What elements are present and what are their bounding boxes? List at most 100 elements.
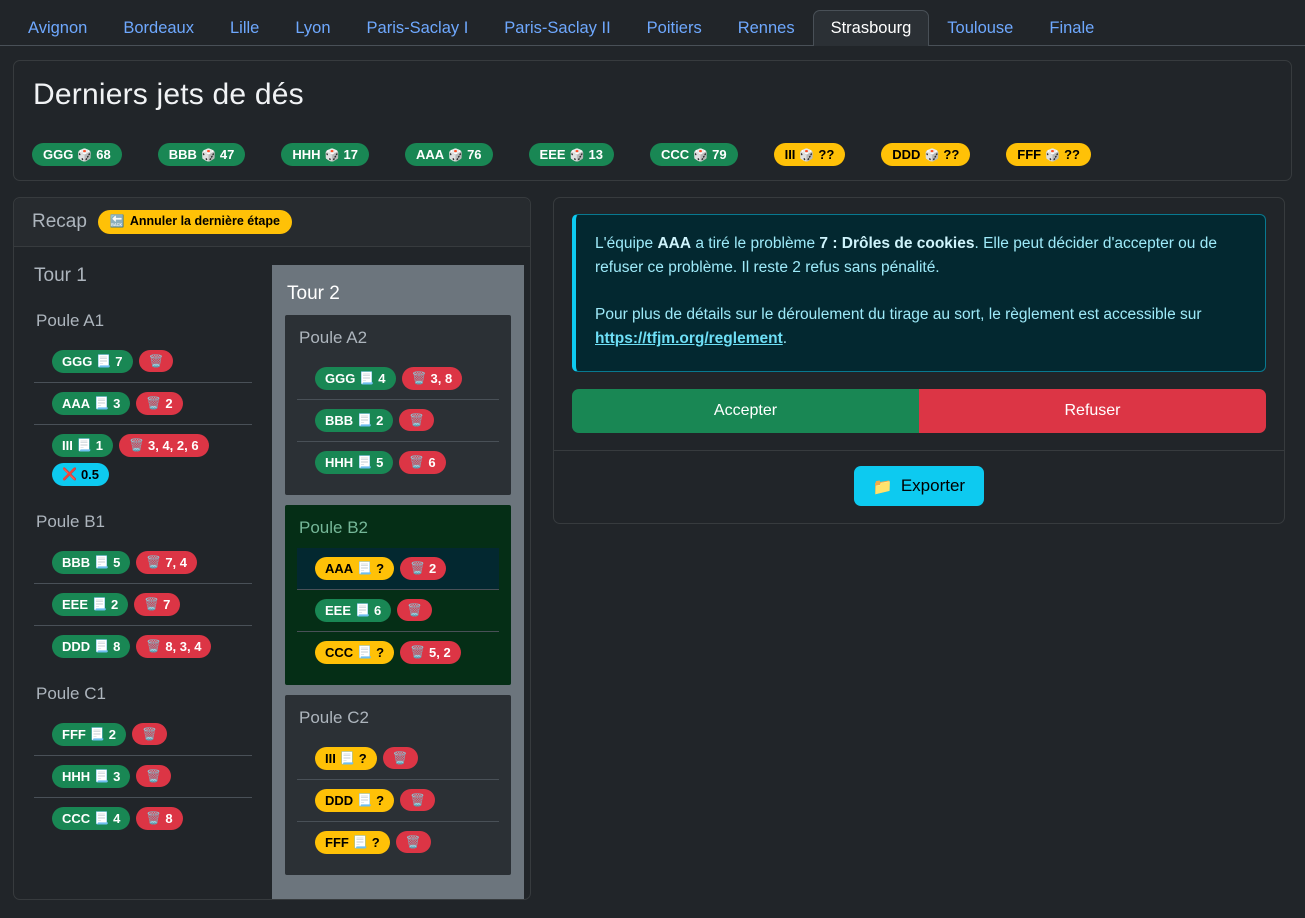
page-icon: 📃 xyxy=(339,751,355,766)
trash-icon: 🗑️ xyxy=(142,727,157,742)
trash-icon: 🗑️ xyxy=(146,811,162,826)
badge-value: 3 xyxy=(113,768,121,784)
team-row: GGG 📃 4 🗑️ 3, 8 xyxy=(297,358,499,399)
alert-paragraph-2: Pour plus de détails sur le déroulement … xyxy=(595,303,1246,351)
tab-paris-saclay-ii[interactable]: Paris-Saclay II xyxy=(504,18,611,37)
badge-value: 7, 4 xyxy=(165,554,187,570)
rejected-problems-badge: 🗑️ xyxy=(400,789,436,812)
page-icon: 📃 xyxy=(357,455,373,470)
badge-value: ? xyxy=(376,644,385,660)
tab-lille[interactable]: Lille xyxy=(229,18,260,37)
team-row: FFF 📃? 🗑️ xyxy=(297,822,499,863)
dice-roll-team: III xyxy=(784,147,796,162)
poule-title: Poule B1 xyxy=(36,511,105,531)
dice-roll-value: ?? xyxy=(943,147,960,162)
badge-value: 3, 4, 2, 6 xyxy=(147,437,199,453)
dice-roll-value: 13 xyxy=(588,147,603,162)
page-icon: 📃 xyxy=(89,727,105,742)
tab-paris-saclay-i[interactable]: Paris-Saclay I xyxy=(366,18,469,37)
dice-roll-badge: GGG 🎲 68 xyxy=(32,143,122,166)
badge-value: ? xyxy=(358,750,367,766)
dice-roll-value: 76 xyxy=(467,147,482,162)
die-icon: 🎲 xyxy=(200,147,216,162)
dice-rolls-list: GGG 🎲 68 BBB 🎲 47 HHH 🎲 17 AAA 🎲 76 EEE 🎲 13 CCC 🎲 79 III 🎲… xyxy=(14,130,1291,180)
team-name: III xyxy=(62,437,73,453)
page-icon: 📃 xyxy=(357,413,373,428)
poule-group: Poule B2 AAA 📃? 🗑️ 2 EEE 📃 6 🗑️ CCC 📃? 🗑️ 5, 2 xyxy=(285,504,511,685)
team-problem-badge: FFF 📃 2 xyxy=(52,722,127,746)
decision-column: L'équipe AAA a tiré le problème 7 : Drôl… xyxy=(553,197,1285,900)
rejected-problems-badge: 🗑️ xyxy=(136,765,172,788)
dice-roll-badge: AAA 🎲 76 xyxy=(404,143,493,166)
tab-rennes[interactable]: Rennes xyxy=(737,18,795,37)
alert-text-a: L'équipe xyxy=(595,235,658,252)
undo-last-step-button[interactable]: 🔙 Annuler la dernière étape xyxy=(97,210,292,234)
tab-bordeaux[interactable]: Bordeaux xyxy=(123,18,194,37)
decision-buttons: Accepter Refuser xyxy=(572,389,1266,434)
team-problem-badge: III 📃? xyxy=(315,746,377,770)
dice-roll-badge: HHH 🎲 17 xyxy=(281,143,369,166)
tab-lyon[interactable]: Lyon xyxy=(295,18,331,37)
team-name: FFF xyxy=(62,726,86,742)
dice-roll-team: DDD xyxy=(892,147,921,162)
export-button[interactable]: 📁 Exporter xyxy=(853,466,985,507)
die-icon: 🎲 xyxy=(77,147,93,162)
badge-value: 2 xyxy=(110,596,119,612)
team-name: GGG xyxy=(62,353,93,369)
rejected-problems-badge: ❌ 0.5 xyxy=(52,462,110,486)
team-problem-badge: BBB 📃 5 xyxy=(52,550,131,574)
recap-card: Recap 🔙 Annuler la dernière étape Tour 1… xyxy=(13,197,531,900)
poule-title: Poule A2 xyxy=(299,327,368,347)
dice-roll-value: 68 xyxy=(96,147,111,162)
badge-value: 2 xyxy=(165,395,173,411)
page-icon: 📃 xyxy=(76,438,92,453)
trash-icon: 🗑️ xyxy=(129,438,144,453)
rejected-problems-badge: 🗑️ xyxy=(397,599,433,622)
poule-group: Poule A1 GGG 📃 7 🗑️ AAA 📃 3 🗑️ 2 III 📃 1 🗑️ 3, 4, 2, 6… xyxy=(34,302,252,503)
alert-team-name: AAA xyxy=(657,235,692,252)
team-row: HHH 📃 3 🗑️ xyxy=(34,756,252,797)
alert-text-b: a tiré le problème xyxy=(691,235,820,252)
decision-card: L'équipe AAA a tiré le problème 7 : Drôl… xyxy=(553,197,1285,525)
export-divider xyxy=(554,450,1284,452)
tab-toulouse[interactable]: Toulouse xyxy=(947,18,1014,37)
tab-strasbourg[interactable]: Strasbourg xyxy=(812,9,930,46)
alert-rules-text: Pour plus de détails sur le déroulement … xyxy=(595,306,1202,324)
tab-poitiers[interactable]: Poitiers xyxy=(646,18,702,37)
team-name: AAA xyxy=(62,395,91,411)
trash-icon: 🗑️ xyxy=(410,793,426,808)
team-problem-badge: DDD 📃? xyxy=(315,788,395,812)
badge-value: 0.5 xyxy=(80,466,100,482)
team-name: DDD xyxy=(325,792,354,808)
team-problem-badge: FFF 📃? xyxy=(315,830,390,854)
row-divider xyxy=(34,796,252,798)
team-row: AAA 📃 3 🗑️ 2 xyxy=(34,383,252,424)
team-problem-badge: HHH 📃 5 xyxy=(315,450,394,474)
row-divider xyxy=(297,398,499,400)
dice-roll-value: 47 xyxy=(219,147,235,162)
tab-avignon[interactable]: Avignon xyxy=(28,18,88,37)
badge-value: ? xyxy=(376,560,385,576)
export-section: 📁 Exporter xyxy=(554,451,1284,523)
row-divider xyxy=(297,440,499,442)
row-divider xyxy=(34,754,252,756)
refuse-button[interactable]: Refuser xyxy=(919,389,1266,434)
page-icon: 📃 xyxy=(352,835,368,850)
die-icon: 🎲 xyxy=(799,147,815,162)
alert-rules-period: . xyxy=(782,330,788,348)
rejected-problems-badge: 🗑️ 5, 2 xyxy=(400,640,461,664)
accept-button[interactable]: Accepter xyxy=(572,389,919,434)
dice-roll-value: ?? xyxy=(818,147,835,162)
team-problem-badge: BBB 📃 2 xyxy=(315,408,394,432)
tab-finale[interactable]: Finale xyxy=(1049,18,1095,37)
dice-roll-team: HHH xyxy=(292,147,321,162)
recap-label: Recap xyxy=(32,210,87,232)
rejected-problems-badge: 🗑️ 3, 4, 2, 6 xyxy=(119,433,209,457)
rules-link[interactable]: https://tfjm.org/reglement xyxy=(595,330,783,348)
team-problem-badge: CCC 📃 4 xyxy=(52,806,131,830)
page-icon: 📃 xyxy=(94,811,110,826)
badge-value: 8, 3, 4 xyxy=(165,638,202,654)
badge-value: 8 xyxy=(113,638,121,654)
team-row: III 📃 1 🗑️ 3, 4, 2, 6 ❌ 0.5 xyxy=(34,425,252,495)
trash-icon: 🗑️ xyxy=(392,751,408,766)
